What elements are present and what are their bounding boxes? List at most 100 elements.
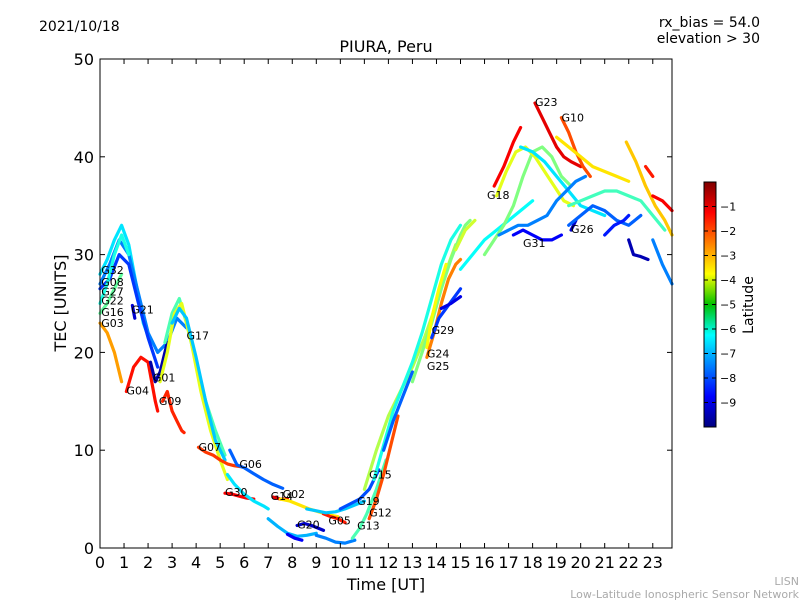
sat-label-g05: G05 xyxy=(328,515,351,528)
chart-title: PIURA, Peru xyxy=(339,37,432,56)
y-tick-label: 30 xyxy=(74,246,94,265)
sat-label-g09: G09 xyxy=(159,395,182,408)
data-layer xyxy=(98,101,674,545)
track-g18 xyxy=(482,145,573,257)
sat-label-g02: G02 xyxy=(283,488,306,501)
sat-label-g17: G17 xyxy=(187,330,210,343)
track-g23 xyxy=(533,101,583,169)
sat-label-g25: G25 xyxy=(427,360,450,373)
colorbar-tick-label: −3 xyxy=(720,250,736,263)
sat-label-g26: G26 xyxy=(571,223,594,236)
x-tick-label: 22 xyxy=(619,553,639,572)
x-tick-label: 18 xyxy=(522,553,542,572)
track-g-z xyxy=(651,238,674,286)
x-tick-label: 19 xyxy=(546,553,566,572)
x-tick-label: 11 xyxy=(354,553,374,572)
track-g22 xyxy=(98,233,131,306)
track-g09 xyxy=(160,389,186,435)
track-g13 xyxy=(350,458,388,540)
colorbar-label: Latitude xyxy=(741,276,757,334)
sat-label-g20: G20 xyxy=(297,518,320,531)
track-g04 xyxy=(124,355,160,413)
sat-label-g27: G27 xyxy=(101,286,124,299)
sat-label-g04: G04 xyxy=(126,384,149,397)
sat-label-g16: G16 xyxy=(101,306,124,319)
track-g07 xyxy=(196,445,244,469)
track-g-k xyxy=(439,295,463,310)
sat-label-g29: G29 xyxy=(432,324,455,337)
colorbar-tick-label: −6 xyxy=(720,323,736,336)
track-g05 xyxy=(321,512,347,525)
x-tick-label: 1 xyxy=(119,553,129,572)
track-g21 xyxy=(130,303,137,320)
track-g-x xyxy=(643,165,655,178)
date-label: 2021/10/18 xyxy=(39,19,120,35)
track-g-v xyxy=(627,238,650,262)
x-tick-label: 21 xyxy=(595,553,615,572)
sat-label-g22: G22 xyxy=(101,294,124,307)
x-tick-label: 20 xyxy=(570,553,590,572)
sat-label-g14: G14 xyxy=(271,490,294,503)
track-g01 xyxy=(148,341,169,384)
track-g29 xyxy=(410,218,472,384)
track-g-m xyxy=(458,199,535,271)
track-g-p xyxy=(518,145,607,218)
colorbar-tick-label: −4 xyxy=(720,274,736,287)
colorbar-tick-label: −7 xyxy=(720,348,736,361)
x-tick-label: 2 xyxy=(143,553,153,572)
x-tick-label: 0 xyxy=(95,553,105,572)
sat-label-g23: G23 xyxy=(535,96,558,109)
sat-label-g19: G19 xyxy=(357,495,380,508)
track-g03 xyxy=(98,321,124,384)
track-g-c xyxy=(225,473,270,511)
colorbar-tick-label: −1 xyxy=(720,201,736,214)
track-g-u xyxy=(603,213,631,237)
y-tick-label: 10 xyxy=(74,441,94,460)
y-tick-label: 20 xyxy=(74,343,94,362)
x-tick-label: 6 xyxy=(239,553,249,572)
track-g-i xyxy=(382,370,414,452)
track-g-l xyxy=(454,218,477,252)
track-g20 xyxy=(295,521,326,533)
x-tick-label: 23 xyxy=(643,553,663,572)
x-tick-label: 9 xyxy=(311,553,321,572)
track-g-d xyxy=(266,517,318,538)
sat-label-g31: G31 xyxy=(523,237,546,250)
sat-label-g07: G07 xyxy=(199,441,222,454)
y-tick-label: 0 xyxy=(84,539,94,558)
colorbar-tick-label: −5 xyxy=(720,299,736,312)
x-tick-label: 7 xyxy=(263,553,273,572)
track-g-r xyxy=(567,204,643,227)
x-tick-label: 14 xyxy=(426,553,446,572)
x-tick-label: 15 xyxy=(450,553,470,572)
track-g-q xyxy=(497,174,588,237)
track-g06 xyxy=(228,448,285,490)
x-tick-label: 12 xyxy=(378,553,398,572)
sat-label-g10: G10 xyxy=(561,112,584,125)
x-tick-label: 10 xyxy=(330,553,350,572)
sat-label-g18: G18 xyxy=(487,189,510,202)
plot-frame xyxy=(99,58,673,549)
sat-label-g15: G15 xyxy=(369,469,392,482)
elevation-label: elevation > 30 xyxy=(657,31,760,47)
track-g-y xyxy=(651,194,674,213)
x-tick-label: 17 xyxy=(498,553,518,572)
track-g19 xyxy=(338,468,381,511)
sat-label-g03: G03 xyxy=(101,317,124,330)
sat-label-g30: G30 xyxy=(225,486,248,499)
track-g-e xyxy=(285,532,304,542)
y-tick-label: 40 xyxy=(74,148,94,167)
x-tick-label: 4 xyxy=(191,553,201,572)
sat-label-g13: G13 xyxy=(357,519,380,532)
x-tick-label: 8 xyxy=(287,553,297,572)
colorbar-tick-label: −2 xyxy=(720,225,736,238)
axes-layer: 0 1 2 3 4 5 6 7 8 9 10 11 12 13 14 15 16 17 18 19 20 21 22 2301… xyxy=(74,50,672,572)
colorbar-tick-label: −9 xyxy=(720,397,736,410)
sat-label-g21: G21 xyxy=(131,303,154,316)
track-g-j xyxy=(430,287,463,340)
track-g24 xyxy=(425,262,448,350)
track-g-f xyxy=(305,499,366,515)
track-g-h xyxy=(372,223,463,482)
y-axis-label: TEC [UNITS] xyxy=(51,255,70,353)
track-g-g xyxy=(314,533,357,545)
